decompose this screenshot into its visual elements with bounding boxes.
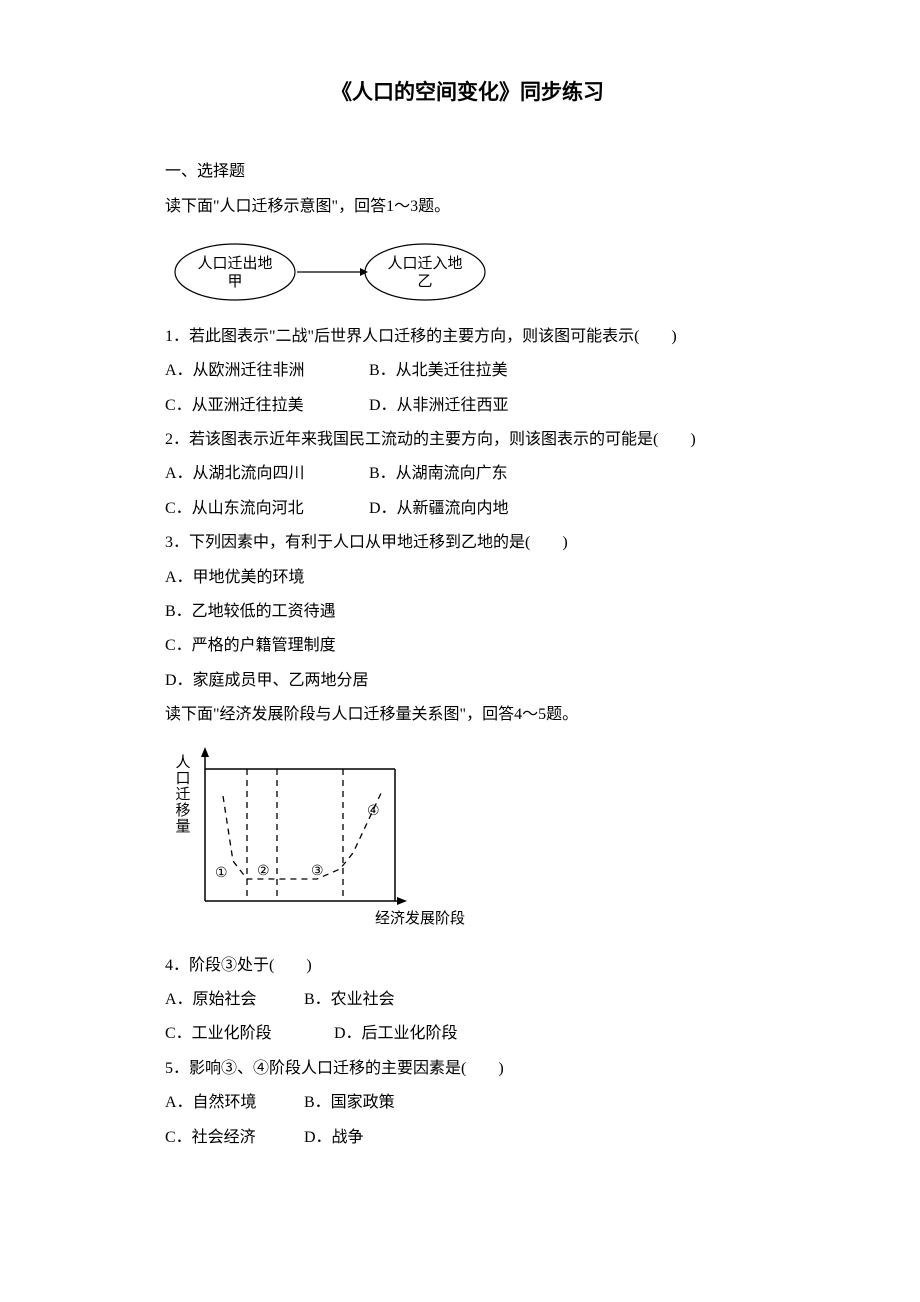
y-axis-label-char: 移 xyxy=(175,802,190,819)
q2-options-row1: A．从湖北流向四川 B．从湖南流向广东 xyxy=(165,457,770,491)
q5-stem: 5．影响③、④阶段人口迁移的主要因素是( ) xyxy=(165,1052,770,1086)
stage-label: ② xyxy=(257,864,270,879)
y-axis-arrow-icon xyxy=(201,747,209,757)
q1-options-row1: A．从欧洲迁往非洲 B．从北美迁往拉美 xyxy=(165,354,770,388)
q4-options-row2: C．工业化阶段 D．后工业化阶段 xyxy=(165,1017,770,1051)
intro-1: 读下面"人口迁移示意图"，回答1～3题。 xyxy=(165,190,770,224)
left-ellipse-line1: 人口迁出地 xyxy=(197,255,272,272)
stage-label: ④ xyxy=(367,804,380,819)
ellipse-left xyxy=(175,244,295,300)
q4-options-row1: A．原始社会 B．农业社会 xyxy=(165,983,770,1017)
q4-opt-d: D．后工业化阶段 xyxy=(334,1017,458,1051)
arrow-head-icon xyxy=(360,268,368,276)
q5-options-row2: C．社会经济 D．战争 xyxy=(165,1121,770,1155)
y-axis-label-char: 人 xyxy=(175,754,190,771)
y-axis-label-char: 量 xyxy=(175,819,190,835)
q5-opt-d: D．战争 xyxy=(304,1121,364,1155)
q3-opt-d: D．家庭成员甲、乙两地分居 xyxy=(165,664,770,698)
left-ellipse-line2: 甲 xyxy=(227,274,242,290)
q1-options-row2: C．从亚洲迁往拉美 D．从非洲迁往西亚 xyxy=(165,389,770,423)
intro-2: 读下面"经济发展阶段与人口迁移量关系图"，回答4～5题。 xyxy=(165,698,770,732)
q4-opt-b: B．农业社会 xyxy=(304,983,395,1017)
q2-opt-b: B．从湖南流向广东 xyxy=(369,457,508,491)
x-axis-label: 经济发展阶段 xyxy=(375,910,465,927)
stage-label: ③ xyxy=(311,864,324,879)
q2-stem: 2．若该图表示近年来我国民工流动的主要方向，则该图表示的可能是( ) xyxy=(165,423,770,457)
q5-opt-c: C．社会经济 xyxy=(165,1121,300,1155)
section-label: 一、选择题 xyxy=(165,155,770,189)
diagram-stage-chart: ① ② ③ ④ 人口迁移量 经济发展阶段 xyxy=(165,741,770,941)
q1-stem: 1．若此图表示"二战"后世界人口迁移的主要方向，则该图可能表示( ) xyxy=(165,320,770,354)
diagram-migration: 人口迁出地 甲 人口迁入地 乙 xyxy=(165,232,770,312)
y-axis-label-char: 口 xyxy=(175,771,190,787)
x-axis-arrow-icon xyxy=(397,897,407,905)
y-axis-label-char: 迁 xyxy=(175,786,190,803)
document-title: 《人口的空间变化》同步练习 xyxy=(165,70,770,115)
q2-opt-d: D．从新疆流向内地 xyxy=(369,492,509,526)
q3-stem: 3．下列因素中，有利于人口从甲地迁移到乙地的是( ) xyxy=(165,526,770,560)
ellipse-right xyxy=(365,244,485,300)
q3-opt-c: C．严格的户籍管理制度 xyxy=(165,629,770,663)
q1-opt-b: B．从北美迁往拉美 xyxy=(369,354,508,388)
q4-opt-a: A．原始社会 xyxy=(165,983,300,1017)
q2-opt-a: A．从湖北流向四川 xyxy=(165,457,365,491)
right-ellipse-line1: 人口迁入地 xyxy=(387,255,462,272)
q5-options-row1: A．自然环境 B．国家政策 xyxy=(165,1086,770,1120)
right-ellipse-line2: 乙 xyxy=(417,274,432,290)
q3-opt-b: B．乙地较低的工资待遇 xyxy=(165,595,770,629)
q2-options-row2: C．从山东流向河北 D．从新疆流向内地 xyxy=(165,492,770,526)
q1-opt-c: C．从亚洲迁往拉美 xyxy=(165,389,365,423)
stage-label: ① xyxy=(215,866,228,881)
q1-opt-d: D．从非洲迁往西亚 xyxy=(369,389,509,423)
q1-opt-a: A．从欧洲迁往非洲 xyxy=(165,354,365,388)
q3-opt-a: A．甲地优美的环境 xyxy=(165,561,770,595)
q5-opt-b: B．国家政策 xyxy=(304,1086,395,1120)
q5-opt-a: A．自然环境 xyxy=(165,1086,300,1120)
q4-stem: 4．阶段③处于( ) xyxy=(165,949,770,983)
q4-opt-c: C．工业化阶段 xyxy=(165,1017,330,1051)
q2-opt-c: C．从山东流向河北 xyxy=(165,492,365,526)
